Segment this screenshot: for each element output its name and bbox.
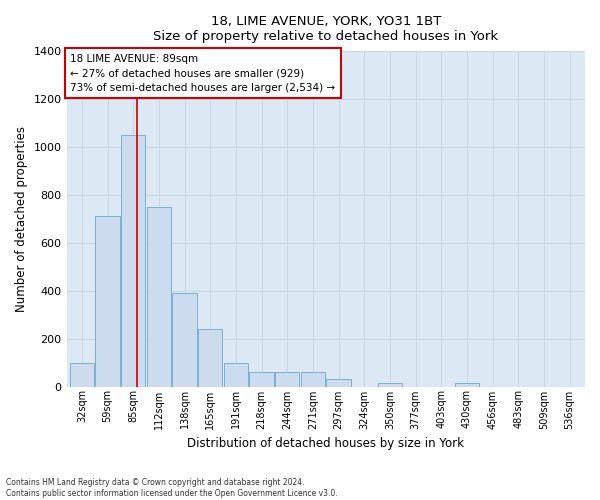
Title: 18, LIME AVENUE, YORK, YO31 1BT
Size of property relative to detached houses in : 18, LIME AVENUE, YORK, YO31 1BT Size of … (153, 15, 499, 43)
X-axis label: Distribution of detached houses by size in York: Distribution of detached houses by size … (187, 437, 464, 450)
Bar (95, 216, 120, 386)
Bar (301, 372, 325, 386)
Bar (250, 372, 274, 386)
Bar (121, 135, 145, 386)
Bar (70, 362, 94, 386)
Bar (326, 380, 351, 386)
Y-axis label: Number of detached properties: Number of detached properties (15, 126, 28, 312)
Text: 18 LIME AVENUE: 89sqm
← 27% of detached houses are smaller (929)
73% of semi-det: 18 LIME AVENUE: 89sqm ← 27% of detached … (70, 54, 335, 93)
Text: Contains HM Land Registry data © Crown copyright and database right 2024.
Contai: Contains HM Land Registry data © Crown c… (6, 478, 338, 498)
Bar (275, 372, 299, 386)
Bar (224, 362, 248, 386)
Bar (172, 293, 197, 386)
Bar (198, 329, 223, 386)
Bar (455, 383, 479, 386)
Bar (378, 383, 402, 386)
Bar (147, 207, 171, 386)
